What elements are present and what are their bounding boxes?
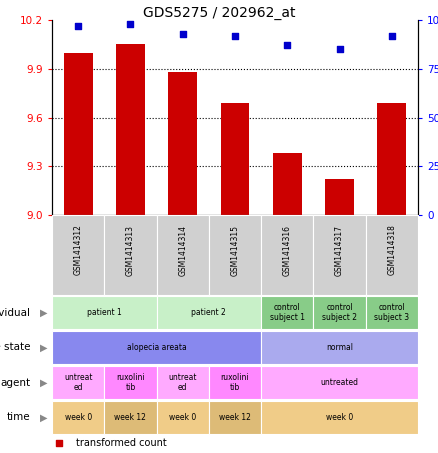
- Text: individual: individual: [0, 308, 30, 318]
- Bar: [209, 401, 261, 434]
- Text: agent: agent: [0, 377, 30, 387]
- Bar: [52, 331, 261, 364]
- Text: week 12: week 12: [219, 413, 251, 422]
- Text: control
subject 2: control subject 2: [322, 303, 357, 322]
- Bar: [156, 296, 261, 329]
- Text: ▶: ▶: [40, 308, 48, 318]
- Bar: [325, 179, 354, 215]
- Bar: [156, 366, 209, 399]
- Bar: [314, 215, 366, 295]
- Bar: [366, 296, 418, 329]
- Bar: [104, 401, 156, 434]
- Text: GDS5275 / 202962_at: GDS5275 / 202962_at: [143, 6, 295, 20]
- Point: [74, 22, 81, 29]
- Bar: [52, 401, 104, 434]
- Point: [127, 20, 134, 28]
- Point: [336, 46, 343, 53]
- Text: normal: normal: [326, 343, 353, 352]
- Text: untreat
ed: untreat ed: [169, 373, 197, 392]
- Text: untreated: untreated: [321, 378, 359, 387]
- Text: GSM1414317: GSM1414317: [335, 225, 344, 275]
- Text: control
subject 1: control subject 1: [270, 303, 305, 322]
- Point: [284, 42, 291, 49]
- Bar: [156, 401, 209, 434]
- Bar: [116, 44, 145, 215]
- Bar: [156, 215, 209, 295]
- Text: GSM1414315: GSM1414315: [230, 225, 240, 275]
- Bar: [314, 296, 366, 329]
- Bar: [64, 53, 92, 215]
- Text: GSM1414314: GSM1414314: [178, 225, 187, 275]
- Bar: [261, 401, 418, 434]
- Text: ruxolini
tib: ruxolini tib: [221, 373, 249, 392]
- Text: ▶: ▶: [40, 413, 48, 423]
- Text: ruxolini
tib: ruxolini tib: [116, 373, 145, 392]
- Bar: [104, 215, 156, 295]
- Text: control
subject 3: control subject 3: [374, 303, 410, 322]
- Bar: [261, 296, 314, 329]
- Text: patient 2: patient 2: [191, 308, 226, 317]
- Text: week 0: week 0: [64, 413, 92, 422]
- Bar: [261, 215, 314, 295]
- Bar: [168, 72, 197, 215]
- Text: GSM1414318: GSM1414318: [387, 225, 396, 275]
- Point: [56, 439, 63, 447]
- Point: [389, 32, 396, 39]
- Bar: [209, 366, 261, 399]
- Bar: [52, 366, 104, 399]
- Text: week 0: week 0: [169, 413, 196, 422]
- Text: ▶: ▶: [40, 377, 48, 387]
- Text: ▶: ▶: [40, 342, 48, 352]
- Bar: [273, 153, 302, 215]
- Text: time: time: [7, 413, 30, 423]
- Bar: [52, 215, 104, 295]
- Bar: [221, 103, 249, 215]
- Text: GSM1414316: GSM1414316: [283, 225, 292, 275]
- Bar: [209, 215, 261, 295]
- Bar: [261, 366, 418, 399]
- Point: [232, 32, 239, 39]
- Text: week 0: week 0: [326, 413, 353, 422]
- Point: [179, 30, 186, 37]
- Text: transformed count: transformed count: [76, 438, 166, 448]
- Text: disease state: disease state: [0, 342, 30, 352]
- Bar: [261, 331, 418, 364]
- Text: alopecia areata: alopecia areata: [127, 343, 187, 352]
- Text: GSM1414312: GSM1414312: [74, 225, 83, 275]
- Text: GSM1414313: GSM1414313: [126, 225, 135, 275]
- Text: week 12: week 12: [114, 413, 146, 422]
- Bar: [52, 296, 156, 329]
- Bar: [104, 366, 156, 399]
- Text: patient 1: patient 1: [87, 308, 122, 317]
- Bar: [366, 215, 418, 295]
- Text: untreat
ed: untreat ed: [64, 373, 92, 392]
- Bar: [378, 103, 406, 215]
